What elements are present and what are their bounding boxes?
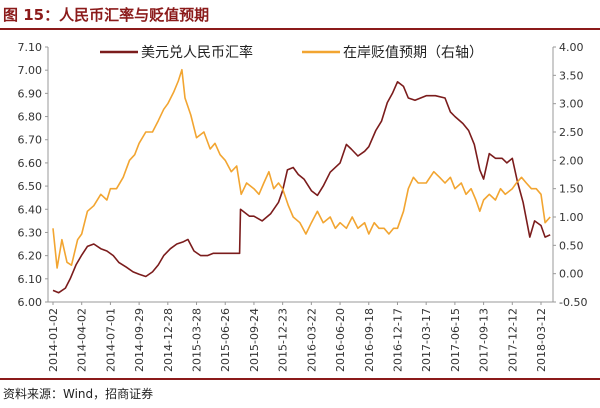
y-right-tick-label: -0.50: [559, 296, 587, 309]
x-tick-label: 2014-04-02: [76, 308, 89, 372]
x-tick-label: 2016-12-17: [391, 308, 404, 372]
series-line-expectation: [52, 68, 551, 269]
y-left-tick-label: 6.90: [18, 87, 43, 100]
y-right-tick-label: 3.00: [559, 98, 584, 111]
y-left-tick-label: 6.40: [18, 203, 43, 216]
x-tick-label: 2017-12-12: [506, 308, 519, 372]
y-left-tick-label: 6.60: [18, 157, 43, 170]
y-left-tick-label: 6.30: [18, 226, 43, 239]
title-rule: [0, 28, 600, 30]
x-tick-label: 2018-03-12: [535, 308, 548, 372]
y-left-tick-label: 6.10: [18, 273, 43, 286]
chart-title: 图 15：人民币汇率与贬值预期: [3, 6, 210, 24]
x-tick-label: 2015-09-24: [248, 308, 261, 372]
x-tick-label: 2014-01-02: [47, 308, 60, 372]
bottom-rule: [0, 378, 600, 380]
x-tick-label: 2016-06-20: [334, 308, 347, 372]
x-tick-label: 2014-12-28: [162, 308, 175, 372]
x-tick-label: 2015-03-28: [191, 308, 204, 372]
x-tick-label: 2017-09-13: [478, 308, 491, 372]
x-tick-label: 2015-12-23: [277, 308, 290, 372]
y-right-tick-label: 3.50: [559, 69, 584, 82]
source-note: 资料来源：Wind，招商证券: [3, 387, 154, 401]
y-right-tick-label: 0.50: [559, 239, 584, 252]
y-left-tick-label: 7.10: [18, 41, 43, 54]
title-bar: 图 15：人民币汇率与贬值预期: [0, 0, 600, 30]
y-right-tick-label: 0.00: [559, 268, 584, 281]
legend-label-expectation: 在岸贬值预期（右轴）: [343, 45, 483, 61]
x-tick-label: 2014-09-29: [133, 308, 146, 372]
x-tick-label: 2016-09-18: [363, 308, 376, 372]
y-left-tick-label: 7.00: [18, 64, 43, 77]
y-left-tick-label: 6.80: [18, 111, 43, 124]
y-right-tick-label: 2.00: [559, 154, 584, 167]
y-right-tick-label: 1.00: [559, 211, 584, 224]
y-right-tick-label: 2.50: [559, 126, 584, 139]
y-left-tick-label: 6.50: [18, 180, 43, 193]
x-tick-label: 2017-03-17: [420, 308, 433, 372]
y-left-tick-label: 6.00: [18, 296, 43, 309]
x-tick-label: 2017-06-15: [449, 308, 462, 372]
series-line-usdcny: [52, 81, 551, 294]
y-left-tick-label: 6.70: [18, 134, 43, 147]
x-tick-label: 2014-07-01: [104, 308, 117, 372]
y-right-tick-label: 4.00: [559, 41, 584, 54]
legend-label-usdcny: 美元兑人民币汇率: [141, 44, 253, 61]
x-tick-label: 2016-03-22: [305, 308, 318, 372]
x-tick-label: 2015-06-26: [219, 308, 232, 372]
y-left-tick-label: 6.20: [18, 250, 43, 263]
y-right-tick-label: 1.50: [559, 183, 584, 196]
